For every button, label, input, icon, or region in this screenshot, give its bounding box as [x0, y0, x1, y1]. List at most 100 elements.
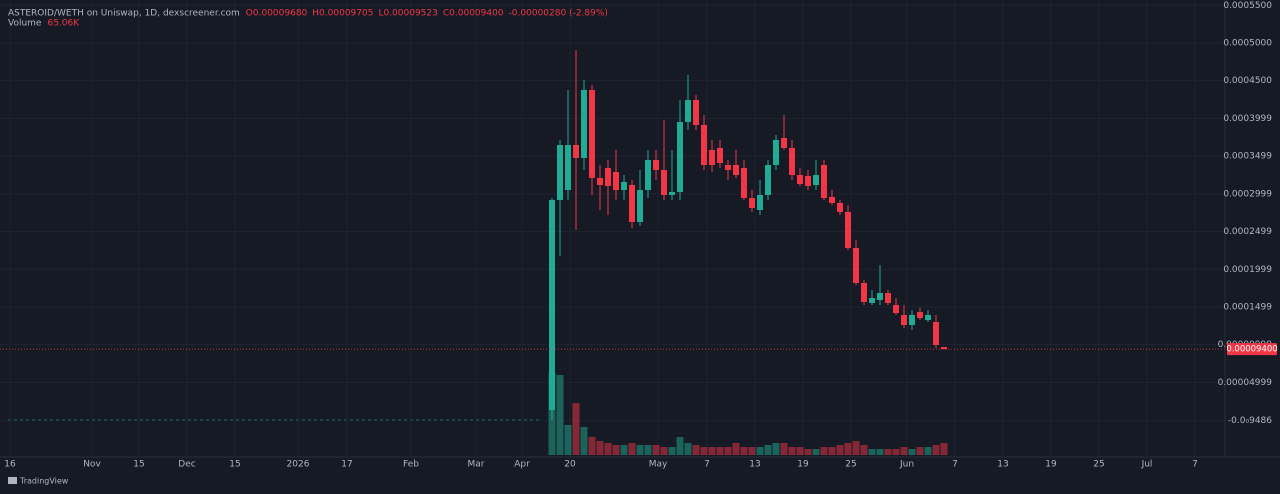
x-tick-label: Jun — [899, 460, 914, 470]
candle-body — [613, 172, 619, 191]
x-tick-label: 7 — [1192, 460, 1198, 470]
last-price-label: 0.00009400 — [1226, 345, 1277, 355]
chart-title: ASTEROID/WETH on Uniswap, 1D, dexscreene… — [8, 9, 240, 19]
candle-body — [581, 89, 587, 158]
volume-bar — [828, 447, 836, 455]
candle-body — [549, 199, 555, 410]
volume-bar — [572, 403, 580, 455]
volume-bar — [844, 443, 852, 455]
x-tick-label: Apr — [514, 460, 530, 470]
volume-bar — [796, 447, 804, 455]
candle-body — [701, 124, 707, 165]
candle-body — [597, 177, 603, 185]
volume-bar — [676, 437, 684, 455]
volume-bar — [628, 443, 636, 455]
volume-bar — [820, 447, 828, 455]
last-price-tag — [1227, 343, 1277, 356]
x-tick-label: Nov — [83, 460, 101, 470]
candle-body — [725, 164, 731, 170]
volume-bar — [644, 445, 652, 455]
axes: 0.0005500 0.0005000 0.0004500 0.0003999 0.00… — [4, 1, 1272, 470]
volume-bar — [812, 449, 820, 455]
candle-body — [925, 314, 931, 321]
candle-body — [645, 160, 651, 191]
x-tick-label: Feb — [403, 460, 419, 470]
volume-bar — [716, 447, 724, 455]
candle-body — [653, 160, 659, 170]
candle-body — [757, 195, 763, 211]
candle-body — [717, 147, 723, 163]
candle-body — [861, 282, 867, 303]
candle-body — [765, 164, 771, 195]
volume-bar — [620, 445, 628, 455]
candle-body — [629, 184, 635, 222]
volume-bar — [564, 425, 572, 455]
ohlc-value: H0.00009705 — [312, 9, 373, 19]
volume-bar — [724, 447, 732, 455]
candle-body — [941, 347, 947, 350]
volume-bar — [652, 445, 660, 455]
candle-body — [749, 198, 755, 208]
volume-bar — [764, 445, 772, 455]
candle-body — [565, 145, 571, 191]
volume-bar — [892, 449, 900, 455]
y-tick-label: 0.0002499 — [1223, 227, 1272, 237]
volume-bar — [580, 427, 588, 455]
volume-bar — [908, 449, 916, 455]
volume-bar — [772, 443, 780, 455]
candle-body — [669, 191, 675, 195]
x-tick-label: 20 — [564, 460, 576, 470]
x-tick-label: 7 — [952, 460, 958, 470]
y-tick-label: 0.0001999 — [1223, 265, 1272, 275]
x-tick-label: 13 — [749, 460, 760, 470]
y-tick-label: 0.00004999 — [1218, 378, 1273, 388]
volume-bar — [740, 447, 748, 455]
candle-body — [829, 196, 835, 203]
x-tick-label: 25 — [845, 460, 856, 470]
volume-bar — [916, 447, 924, 455]
volume-bar — [612, 445, 620, 455]
candle-body — [677, 122, 683, 192]
volume-bar — [852, 441, 860, 455]
volume-bar — [780, 443, 788, 455]
x-tick-label: 16 — [4, 460, 16, 470]
x-tick-label: 7 — [704, 460, 710, 470]
y-tick-label: 0.0004500 — [1223, 76, 1272, 86]
candle-body — [781, 137, 787, 148]
volume-bar — [556, 375, 564, 455]
candle-body — [733, 164, 739, 176]
volume-title: Volume — [8, 19, 42, 29]
volume-bar — [860, 445, 868, 455]
logo — [8, 477, 17, 484]
candle-body — [885, 293, 891, 303]
y-tick-label: 0.0005000 — [1223, 38, 1272, 48]
volume-bar — [884, 449, 892, 455]
candle-body — [661, 169, 667, 195]
candle-body — [853, 248, 859, 283]
candle-body — [637, 190, 643, 222]
x-tick-label: Mar — [468, 460, 485, 470]
candle-body — [605, 168, 611, 186]
x-tick-label: 25 — [1093, 460, 1104, 470]
volume-bar — [636, 445, 644, 455]
volume-value: 65.06K — [47, 19, 80, 29]
candle-body — [693, 99, 699, 125]
x-tick-label: 17 — [341, 460, 352, 470]
ohlc-value: C0.00009400 — [443, 9, 504, 19]
volume-bar — [668, 447, 676, 455]
volume-bar — [804, 449, 812, 455]
candle-body — [845, 211, 851, 249]
volume-bar — [924, 447, 932, 455]
volume-bar — [588, 437, 596, 455]
candle-body — [741, 168, 747, 199]
volume-bar — [932, 445, 940, 455]
ohlc-value: O0.00009680 — [246, 9, 308, 19]
volume-bar — [940, 442, 948, 455]
volume-bar — [836, 445, 844, 455]
candle-body — [805, 175, 811, 186]
x-tick-label: 2026 — [287, 460, 310, 470]
y-tick-label: 0.0001499 — [1223, 302, 1272, 312]
volume-bar — [684, 443, 692, 455]
